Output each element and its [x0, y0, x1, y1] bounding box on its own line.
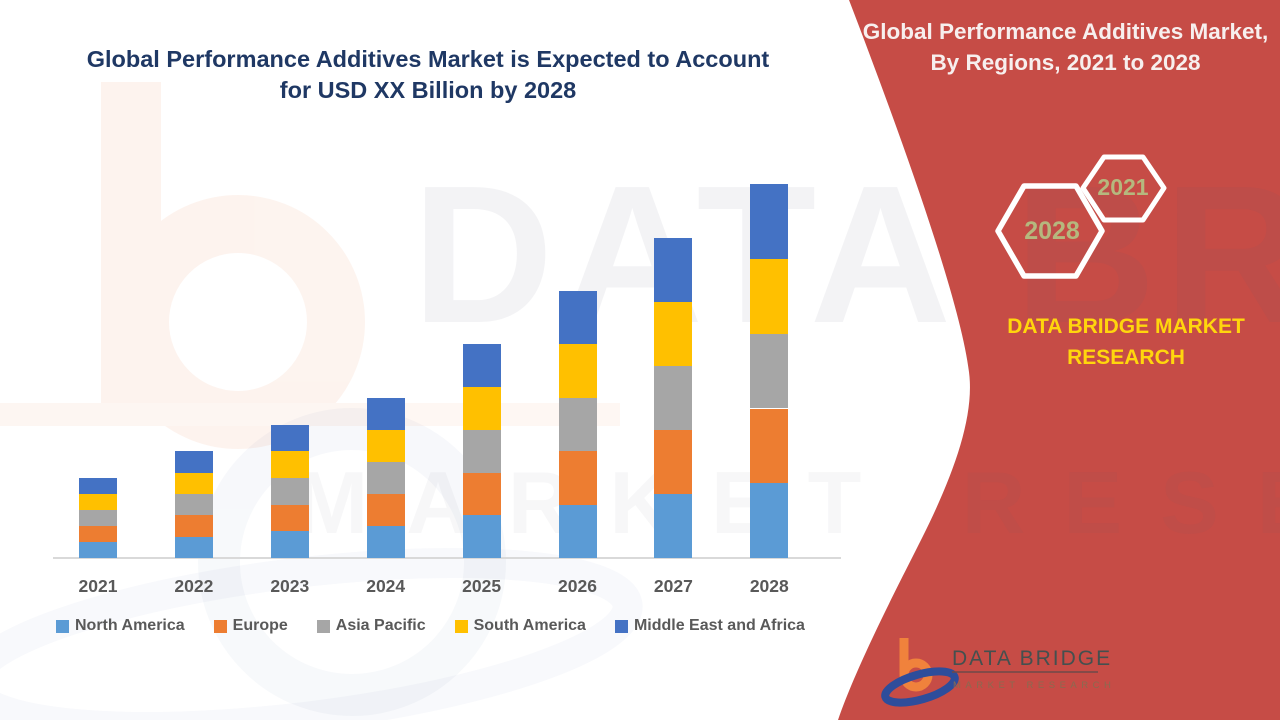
- x-axis-label-2023: 2023: [270, 576, 310, 596]
- x-axis-line: [53, 557, 841, 559]
- bar-segment-2021-europe: [79, 525, 117, 542]
- bar-segment-2025-south-america: [462, 387, 501, 430]
- brand-text: DATA BRIDGE MARKET RESEARCH: [1007, 315, 1245, 369]
- bar-segment-2025-europe: [462, 472, 501, 516]
- hexagon-2028-label: 2028: [1024, 217, 1080, 245]
- legend-swatch-europe: [213, 619, 227, 633]
- legend-swatch-north-america: [56, 619, 69, 633]
- legend-label-south-america: South America: [473, 617, 586, 634]
- logo-subtitle: MARKET RESEARCH: [953, 680, 1115, 691]
- legend-swatch-south-america: [454, 619, 468, 633]
- legend-label-middle-east-and-africa: Middle East and Africa: [633, 617, 805, 634]
- bar-segment-2022-north-america: [174, 536, 213, 558]
- logo-title: DATA BRIDGE: [952, 647, 1112, 670]
- bar-segment-2024-south-america: [366, 429, 405, 462]
- legend: North America Europe Asia Pacific South Ame…: [56, 617, 856, 635]
- bar-segment-2027-asia-pacific: [654, 365, 693, 430]
- legend-item-middle-east-and-africa: Middle East and Africa: [614, 617, 805, 635]
- legend-label-asia-pacific: Asia Pacific: [335, 617, 426, 634]
- bar-segment-2026-north-america: [558, 504, 597, 558]
- bar-segment-2026-asia-pacific: [558, 397, 597, 452]
- bar-segment-2024-middle-east-and-africa: [366, 397, 405, 430]
- x-axis-label-2021: 2021: [78, 576, 118, 596]
- bar-segment-2028-middle-east-and-africa: [750, 184, 789, 259]
- logo-swoosh-icon: [881, 667, 959, 707]
- bar-segment-2027-middle-east-and-africa: [654, 237, 693, 302]
- legend-item-south-america: South America: [454, 617, 586, 635]
- bar-segment-2021-middle-east-and-africa: [79, 477, 117, 494]
- legend-item-north-america: North America: [56, 617, 185, 635]
- bar-segment-2022-middle-east-and-africa: [174, 451, 213, 473]
- legend-label-north-america: North America: [75, 617, 185, 634]
- bar-segment-2028-south-america: [750, 258, 789, 334]
- watermark-b-bowl: [111, 195, 365, 449]
- side-panel-shape: [838, 0, 1280, 720]
- legend-label-europe: Europe: [232, 617, 288, 634]
- bar-segment-2021-asia-pacific: [79, 509, 117, 526]
- hexagon-2021-label: 2021: [1097, 174, 1149, 200]
- bar-segment-2025-asia-pacific: [462, 429, 501, 473]
- bar-segment-2027-south-america: [654, 301, 693, 366]
- bar-segment-2024-north-america: [366, 525, 405, 558]
- x-axis-label-2022: 2022: [174, 576, 214, 596]
- bar-segment-2026-middle-east-and-africa: [558, 291, 597, 345]
- chart-title-line2: for USD XX Billion by 2028: [279, 77, 577, 103]
- bar-segment-2026-europe: [558, 451, 597, 505]
- bar-segment-2023-europe: [270, 504, 309, 532]
- bar-segment-2028-europe: [750, 408, 789, 484]
- x-axis-label-2026: 2026: [558, 576, 597, 596]
- bar-segment-2024-asia-pacific: [366, 461, 405, 494]
- bar-segment-2021-south-america: [79, 493, 117, 510]
- bar-segment-2023-south-america: [270, 451, 309, 478]
- bar-segment-2027-north-america: [654, 493, 693, 558]
- chart-title-line1: Global Performance Additives Market is E…: [86, 46, 770, 72]
- bar-segment-2028-north-america: [750, 483, 789, 558]
- bar-segment-2024-europe: [366, 493, 405, 526]
- company-logo: DATA BRIDGE MARKET RESEARCH: [881, 638, 1115, 707]
- bar-segment-2021-north-america: [79, 541, 117, 558]
- watermark-text-databridge: DATA BRIDGE: [412, 145, 1280, 364]
- chart-title: Global Performance Additives Market is E…: [58, 44, 798, 106]
- bar-segment-2022-asia-pacific: [174, 493, 213, 516]
- watermark-circle: [198, 408, 506, 716]
- x-axis-label-2024: 2024: [366, 576, 406, 596]
- bar-segment-2025-middle-east-and-africa: [462, 344, 501, 388]
- side-panel-title: Global Performance Additives Market, By …: [862, 19, 1269, 75]
- hexagon-2021: [1080, 154, 1167, 223]
- x-axis-label-2027: 2027: [653, 576, 693, 596]
- bar-segment-2026-south-america: [558, 344, 597, 398]
- x-axis-label-2028: 2028: [749, 576, 789, 596]
- bar-segment-2023-north-america: [270, 531, 309, 558]
- legend-swatch-asia-pacific: [316, 619, 330, 633]
- bar-segment-2023-asia-pacific: [270, 477, 309, 505]
- bar-segment-2025-north-america: [462, 515, 501, 558]
- bar-segment-2028-asia-pacific: [750, 333, 789, 409]
- watermark-swoosh: [0, 547, 643, 720]
- bar-segment-2022-south-america: [174, 472, 213, 494]
- x-axis-label-2025: 2025: [462, 576, 502, 596]
- hexagon-2028: [995, 183, 1105, 279]
- bar-segment-2023-middle-east-and-africa: [270, 424, 309, 452]
- bar-segment-2022-europe: [174, 515, 213, 537]
- plot-area: 2021 2022 2023 2024 2025 2026 2027 2028: [55, 130, 845, 596]
- bar-segment-2027-europe: [654, 429, 693, 494]
- legend-swatch-middle-east-and-africa: [614, 619, 628, 633]
- legend-item-asia-pacific: Asia Pacific: [316, 617, 426, 635]
- legend-item-europe: Europe: [213, 617, 288, 635]
